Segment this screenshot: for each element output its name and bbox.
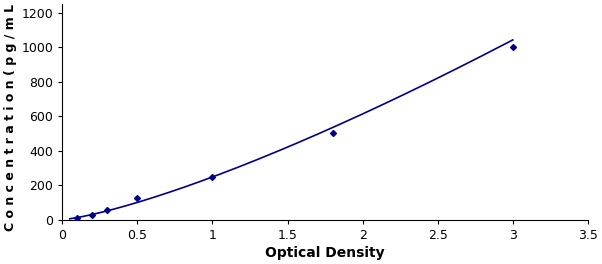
- X-axis label: Optical Density: Optical Density: [265, 246, 385, 260]
- Y-axis label: C o n c e n t r a t i o n ( p g / m L ): C o n c e n t r a t i o n ( p g / m L ): [4, 0, 17, 230]
